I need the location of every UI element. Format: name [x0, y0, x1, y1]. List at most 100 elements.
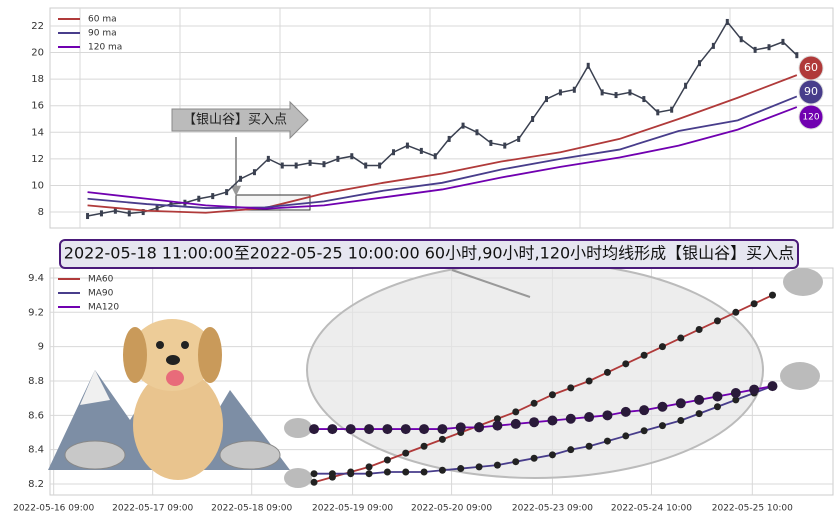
ma-point [420, 468, 428, 476]
annotation: 【银山谷】买入点 [183, 113, 287, 128]
ma-point [512, 408, 520, 416]
ma-point [548, 391, 556, 399]
chart-title: 2022-05-18 11:00:00至2022-05-25 10:00:00 … [64, 244, 794, 263]
ma-line [87, 74, 798, 214]
arrow [451, 269, 531, 298]
ma-point [402, 468, 410, 476]
x-tick-label: 2022-05-19 09:00 [312, 504, 393, 514]
dog-tongue [166, 370, 184, 386]
ma-point [732, 396, 740, 404]
ma-point [640, 351, 648, 359]
ma-point [492, 420, 503, 431]
ma-point [584, 412, 595, 423]
ma-point [767, 381, 778, 392]
ma-point [677, 334, 685, 342]
ma-point [620, 406, 631, 417]
candle [405, 142, 409, 149]
ma-point [438, 435, 446, 443]
ma-point [603, 368, 611, 376]
y-tick-label: 8.4 [28, 445, 44, 456]
ma-point [713, 317, 721, 325]
dog-head [130, 319, 214, 391]
ma-point [602, 410, 613, 421]
ma-point [364, 424, 375, 435]
end-label: 90 [804, 85, 818, 98]
ma-point [585, 442, 593, 450]
candle [670, 106, 674, 113]
candle [684, 82, 688, 89]
ma-point [475, 463, 483, 471]
candle [392, 149, 396, 156]
x-tick-label: 2022-05-25 10:00 [712, 504, 793, 514]
end-label-badge [798, 104, 824, 130]
ingot [284, 468, 312, 488]
ma-point [713, 403, 721, 411]
ma-point [327, 424, 338, 435]
ma-line [87, 95, 798, 209]
ma-point [695, 410, 703, 418]
ma-point [658, 422, 666, 430]
ma-point [530, 454, 538, 462]
candle [322, 161, 326, 168]
candle [141, 209, 145, 216]
candle [586, 62, 590, 69]
candle [614, 92, 618, 99]
ma-point [658, 343, 666, 351]
candle [211, 193, 215, 200]
legend-label: 120 ma [88, 43, 122, 53]
candle [86, 213, 90, 220]
ma-point [712, 391, 723, 402]
legend-label: MA120 [88, 303, 119, 313]
ma-point [639, 405, 650, 416]
y-tick-label: 9.4 [28, 273, 44, 284]
annotation-arrow [171, 100, 309, 140]
y-tick-label: 9 [38, 342, 44, 353]
candle [155, 205, 159, 212]
legend-label: 60 ma [88, 15, 117, 25]
dog-eye [156, 341, 164, 349]
legend-label: 90 ma [88, 29, 117, 39]
ma-point [438, 466, 446, 474]
ma-point [455, 422, 466, 433]
ma-point [383, 456, 391, 464]
candle [169, 201, 173, 208]
ma-point [309, 424, 320, 435]
candle [517, 135, 521, 142]
ma-point [567, 446, 575, 454]
ma-line [87, 106, 798, 210]
candle [739, 36, 743, 43]
dog-ear [123, 327, 147, 383]
ma-point [750, 300, 758, 308]
x-tick-label: 2022-05-18 09:00 [211, 504, 292, 514]
candle [419, 147, 423, 154]
y-tick-label: 8.2 [28, 479, 44, 490]
ma-point [310, 470, 318, 478]
ma-point [512, 458, 520, 466]
candle [600, 89, 604, 96]
title-box [59, 239, 799, 269]
y-tick-label: 8.6 [28, 410, 44, 421]
x-tick-label: 2022-05-16 09:00 [13, 504, 94, 514]
candle [753, 46, 757, 53]
ma-point [622, 360, 630, 368]
ma-point [365, 463, 373, 471]
y-tick-label: 14 [31, 127, 44, 138]
candle [795, 52, 799, 59]
candle [725, 18, 729, 25]
ma-point [529, 417, 540, 428]
ma-point [457, 465, 465, 473]
candle [433, 153, 437, 160]
decoration [48, 100, 823, 488]
ma-point [400, 424, 411, 435]
candle [336, 155, 340, 162]
ma-point [695, 325, 703, 333]
candle [99, 210, 103, 217]
ma-point [730, 388, 741, 399]
candle [572, 86, 576, 93]
ma-point [565, 413, 576, 424]
end-label-badge [798, 79, 824, 105]
candle [545, 96, 549, 103]
candle [252, 169, 256, 176]
ma-point [603, 437, 611, 445]
ma-point [383, 468, 391, 476]
